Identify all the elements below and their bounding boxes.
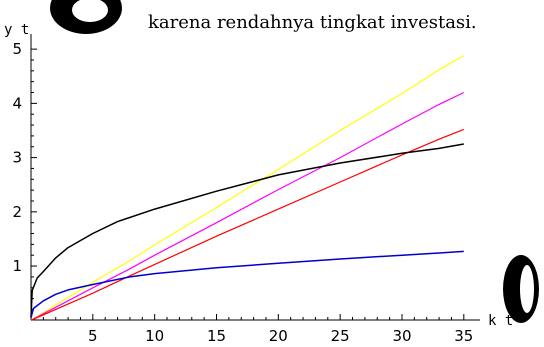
x-tick-label: 5 (88, 327, 98, 345)
series-line-4 (30, 143, 464, 318)
x-axis-label: k t (488, 313, 513, 329)
y-tick-label: 1 (12, 257, 22, 275)
series-line-2 (30, 91, 465, 321)
caption-text: karena rendahnya tingkat investasi. (148, 12, 477, 33)
y-tick-label: 3 (12, 149, 22, 167)
x-tick-label: 30 (392, 327, 411, 345)
cropped-glyph-right (503, 255, 539, 323)
x-tick-label: 35 (454, 327, 473, 345)
x-tick-label: 25 (331, 327, 350, 345)
x-tick-label: 20 (269, 327, 288, 345)
series-line-1 (30, 55, 465, 321)
x-tick-label: 10 (145, 327, 164, 345)
series-line-5 (30, 250, 464, 318)
x-tick-label: 15 (207, 327, 226, 345)
y-axis-label: y t (4, 22, 29, 38)
cropped-glyph-top-left (50, 0, 122, 34)
y-ticks: 1 2 3 4 5 (12, 40, 37, 310)
y-tick-label: 4 (12, 94, 22, 112)
y-tick-label: 2 (12, 203, 22, 221)
y-tick-label: 5 (12, 40, 22, 58)
series-layer (30, 55, 465, 321)
x-ticks: 5 10 15 20 25 30 35 (42, 314, 473, 345)
series-line-3 (30, 128, 465, 321)
